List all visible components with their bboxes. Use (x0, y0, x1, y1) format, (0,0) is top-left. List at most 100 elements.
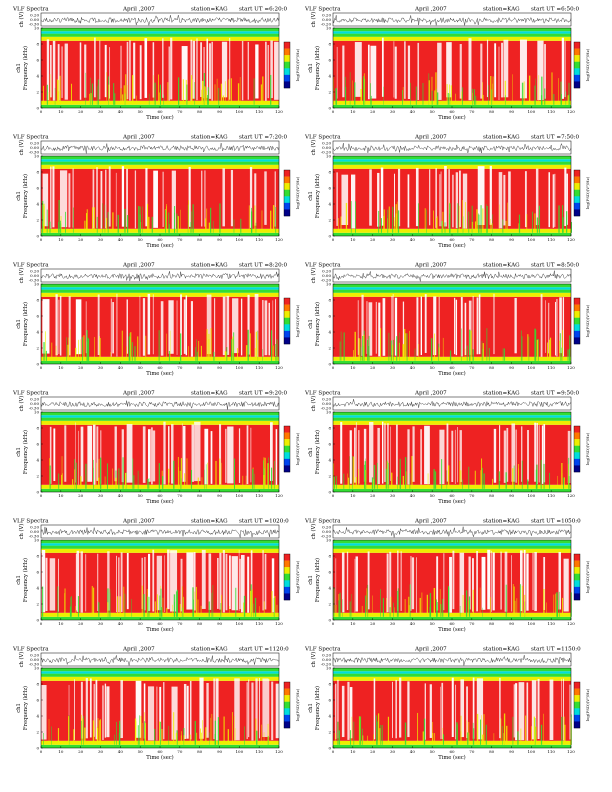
panel-start-time: start UT =1150:0 (531, 647, 581, 653)
colorbar-frame (283, 41, 291, 89)
spectrogram-gap (206, 38, 209, 98)
spectrogram-streak (459, 460, 461, 489)
spectrogram-gap (208, 553, 212, 610)
spectrogram-band (41, 673, 279, 677)
spectrogram-streak (404, 599, 406, 617)
spectrogram-band (333, 673, 571, 677)
spectrogram-streak (146, 588, 148, 617)
spectrogram-streak (136, 95, 137, 105)
spectrogram-gap (455, 684, 457, 740)
spectrogram (40, 539, 280, 621)
spectrogram-streak (191, 75, 193, 105)
spectrogram-streak (264, 457, 266, 489)
colorbar-frame (573, 169, 581, 217)
spectrogram-streak (206, 208, 208, 233)
spectrogram-streak (359, 716, 362, 745)
y-tick-label: 8 (328, 553, 331, 558)
channel-label: ch1 (308, 447, 314, 457)
x-tick-label: 100 (528, 493, 536, 498)
waveform-tick-label: 0.00 (322, 657, 331, 662)
x-tick-label: 50 (138, 493, 144, 498)
spectrogram-gap (459, 44, 462, 99)
spectrogram-streak (255, 222, 257, 233)
x-tick-label: 0 (332, 237, 335, 242)
colorbar-frame (573, 553, 581, 601)
spectrogram-gap (180, 294, 183, 356)
spectrogram-gap (156, 555, 163, 611)
spectrogram-streak (245, 345, 248, 361)
spectrogram-streak (205, 218, 207, 233)
colorbar-swatch (284, 465, 290, 473)
spectrogram-streak (206, 90, 207, 105)
spectrogram-streak (49, 221, 51, 233)
spectrogram-streak (250, 211, 253, 233)
spectrogram-streak (395, 204, 397, 233)
spectrogram-streak (459, 205, 460, 233)
spectrogram-gap (455, 172, 459, 229)
spectrogram-streak (441, 459, 443, 489)
spectrogram-gap (240, 554, 245, 613)
x-axis-label: Time (sec) (146, 114, 173, 121)
spectrogram-streak (434, 90, 436, 105)
spectrogram-gap (407, 429, 410, 485)
spectrogram-gap (562, 297, 565, 357)
spectrogram-gap (92, 169, 95, 229)
waveform-line (332, 526, 572, 538)
spectrogram-streak (176, 213, 178, 233)
colorbar-swatch (574, 465, 580, 473)
spectrogram-band (41, 292, 279, 297)
spectrogram-streak (449, 84, 450, 105)
spectrogram (332, 283, 572, 365)
spectrogram-gap (368, 302, 373, 356)
colorbar-swatch (574, 68, 580, 76)
spectrogram-streak (353, 721, 355, 745)
x-tick-label: 60 (157, 621, 163, 626)
spectrogram-streak (185, 79, 187, 105)
spectrogram-streak (455, 93, 456, 105)
panel-date: April ,2007 (122, 647, 155, 653)
x-tick-label: 70 (469, 749, 475, 754)
panel-title: VLF Spectra (304, 519, 341, 525)
y-tick-label: 4 (36, 713, 39, 718)
waveform-tick-label: 0.00 (30, 529, 39, 534)
spectrogram-streak (124, 472, 127, 489)
x-tick-label: 10 (350, 109, 356, 114)
spectrogram-band (41, 545, 279, 549)
spectrogram-streak (447, 465, 450, 489)
spectrogram-gap (246, 425, 249, 485)
spectrogram-gap (267, 44, 269, 99)
spectrogram-streak (69, 329, 71, 361)
spectrogram-streak (490, 76, 492, 105)
spectrogram-gap (84, 44, 87, 98)
spectrogram-gap (247, 556, 250, 613)
spectrogram-gap (241, 41, 244, 101)
colorbar-frame (283, 425, 291, 473)
spectrogram (40, 27, 280, 109)
colorbar-label: log(PSD)(V²/Hz) (585, 432, 590, 465)
x-tick-label: 30 (390, 621, 396, 626)
x-tick-label: 30 (98, 493, 104, 498)
x-tick-label: 100 (528, 749, 536, 754)
spectrogram-streak (474, 470, 476, 489)
x-tick-label: 40 (410, 365, 416, 370)
spectrogram-streak (205, 727, 207, 745)
waveform-tick-label: 0.20 (30, 12, 39, 17)
y-tick-label: 6 (36, 313, 39, 318)
spectrogram-gap (74, 679, 75, 741)
spectrogram-gap (448, 169, 450, 229)
spectrogram-gap (492, 552, 495, 611)
spectrogram-streak (396, 590, 398, 617)
spectrogram-streak (159, 84, 161, 105)
spectrogram-gap (394, 173, 395, 227)
waveform-tick-label: 0.00 (322, 273, 331, 278)
spectrogram-gap (181, 423, 183, 482)
y-tick-label: 10 (326, 281, 332, 286)
spectrogram-gap (433, 296, 437, 356)
spectrogram-streak (432, 732, 434, 745)
waveform-tick-label: -0.20 (321, 22, 332, 27)
colorbar-swatch (284, 337, 290, 345)
spectrogram-streak (207, 95, 209, 105)
y-tick-label: 8 (328, 425, 331, 430)
spectrogram-gap (543, 557, 546, 610)
spectrogram-streak (71, 596, 72, 617)
